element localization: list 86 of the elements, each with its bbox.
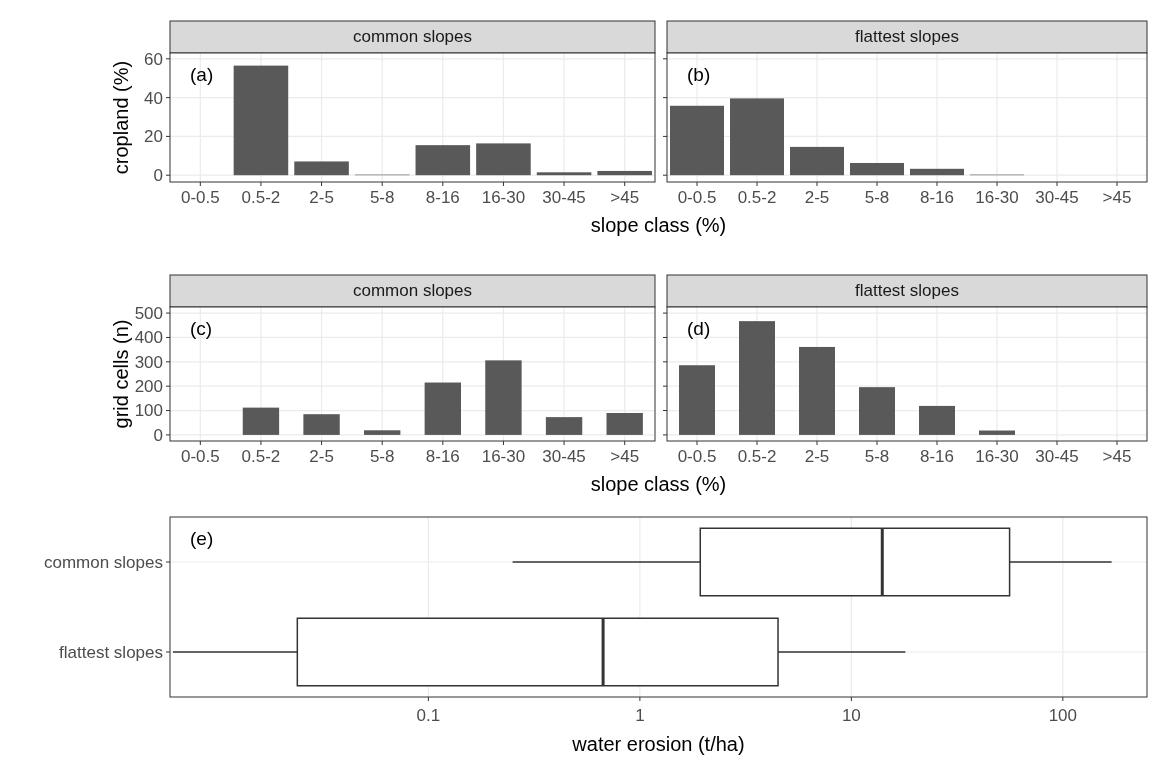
bar <box>850 162 904 176</box>
bar <box>476 143 531 176</box>
y-tick-label: 400 <box>134 328 163 348</box>
x-tick-label: >45 <box>610 188 640 207</box>
x-tick-label: >45 <box>610 447 640 466</box>
x-tick-label: 16-30 <box>481 447 526 466</box>
x-tick-label: 2-5 <box>309 188 334 207</box>
bar <box>739 321 775 435</box>
x-tick-label: 0.5-2 <box>737 447 777 466</box>
x-tick-label: 8-16 <box>425 447 460 466</box>
bar <box>606 412 643 435</box>
chart-title: flattest slopes <box>855 281 959 300</box>
bar <box>910 168 964 176</box>
x-tick-label: 0.5-2 <box>737 188 777 207</box>
y-tick-label: 500 <box>134 304 163 324</box>
x-tick-label: 1 <box>635 706 645 725</box>
y-tick-label: flattest slopes <box>59 642 163 662</box>
x-tick-label: 30-45 <box>542 447 586 466</box>
y-axis-title: cropland (%) <box>110 60 132 175</box>
x-axis-title: slope class (%) <box>590 214 727 236</box>
x-tick-label: 8-16 <box>919 447 955 466</box>
y-tick-label: 200 <box>134 377 163 397</box>
x-tick-label: 2-5 <box>804 447 830 466</box>
bar <box>364 430 401 435</box>
x-tick-label: 5-8 <box>864 188 890 207</box>
x-tick-label: 8-16 <box>919 188 955 207</box>
x-tick-label: 2-5 <box>309 447 334 466</box>
x-tick-label: 0.5-2 <box>241 447 281 466</box>
bar <box>303 414 340 435</box>
x-tick-label: 30-45 <box>542 188 586 207</box>
bar <box>424 382 461 435</box>
y-tick-label: 300 <box>134 352 163 372</box>
x-tick-label: 0-0.5 <box>677 447 717 466</box>
y-tick-label: 100 <box>134 401 163 421</box>
x-tick-label: 5-8 <box>369 188 395 207</box>
bar <box>919 405 955 435</box>
annotation: (b) <box>687 64 711 85</box>
y-tick-label: common slopes <box>43 552 163 572</box>
x-tick-label: 8-16 <box>425 188 460 207</box>
bar <box>859 387 895 435</box>
x-tick-label: 2-5 <box>804 188 830 207</box>
x-tick-label: 0-0.5 <box>180 188 220 207</box>
x-tick-label: 16-30 <box>481 188 526 207</box>
chart-title: common slopes <box>352 27 473 46</box>
annotation: (e) <box>190 528 214 549</box>
bar <box>790 146 844 176</box>
x-axis-title: water erosion (t/ha) <box>571 733 745 755</box>
y-tick-label: 40 <box>144 88 163 108</box>
bar <box>799 346 835 435</box>
x-tick-label: 30-45 <box>1035 188 1079 207</box>
bar <box>670 105 724 176</box>
y-tick-label: 0 <box>153 166 163 186</box>
chart-title: flattest slopes <box>855 27 959 46</box>
x-tick-label: 16-30 <box>975 447 1019 466</box>
bar <box>730 98 784 176</box>
x-axis-title: slope class (%) <box>590 473 727 495</box>
x-tick-label: 30-45 <box>1035 447 1079 466</box>
y-tick-label: 0 <box>153 425 163 445</box>
annotation: (a) <box>190 64 214 85</box>
bar <box>536 172 592 176</box>
x-tick-label: 0.1 <box>416 706 441 725</box>
x-tick-label: 0.5-2 <box>241 188 281 207</box>
y-tick-label: 20 <box>144 127 163 147</box>
x-tick-label: 0-0.5 <box>180 447 220 466</box>
y-axis-title: grid cells (n) <box>110 319 132 429</box>
x-tick-label: 16-30 <box>975 188 1019 207</box>
x-tick-label: 0-0.5 <box>677 188 717 207</box>
x-tick-label: 100 <box>1048 706 1078 725</box>
chart-title: common slopes <box>352 281 473 300</box>
x-tick-label: 10 <box>841 706 861 725</box>
y-tick-label: 60 <box>144 49 163 69</box>
annotation: (c) <box>190 318 213 339</box>
bar <box>597 170 652 176</box>
annotation: (d) <box>687 318 711 339</box>
x-tick-label: >45 <box>1102 447 1132 466</box>
bar <box>294 161 349 176</box>
x-tick-label: >45 <box>1102 188 1132 207</box>
bar <box>415 145 471 176</box>
bar <box>485 360 522 435</box>
bar <box>233 65 289 176</box>
x-tick-label: 5-8 <box>369 447 395 466</box>
bar <box>242 407 280 435</box>
bar <box>979 430 1015 435</box>
x-tick-label: 5-8 <box>864 447 890 466</box>
bar <box>545 417 583 435</box>
bar <box>679 365 715 435</box>
